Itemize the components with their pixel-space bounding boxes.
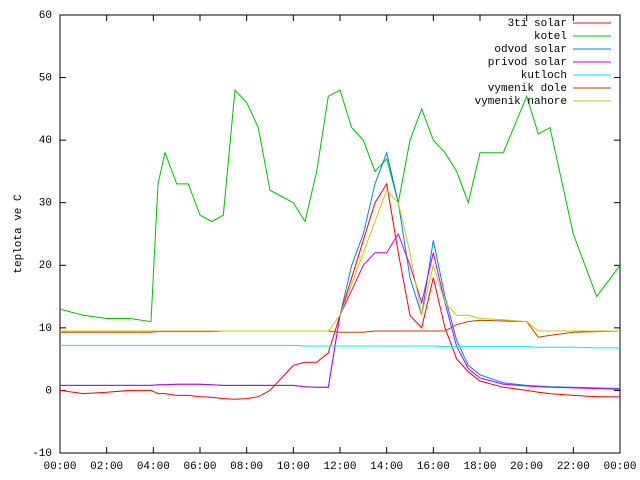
x-tick-label: 10:00 xyxy=(277,461,310,473)
y-tick-label: 50 xyxy=(39,72,52,84)
x-tick-label: 08:00 xyxy=(230,461,263,473)
x-tick-label: 12:00 xyxy=(323,461,356,473)
y-axis-label: teplota ve C xyxy=(13,194,25,274)
legend-label: kutloch xyxy=(521,70,567,82)
series-line xyxy=(59,88,621,323)
x-tick-label: 20:00 xyxy=(510,461,543,473)
series-line xyxy=(60,232,621,390)
legend-label: 3ti solar xyxy=(508,18,567,30)
y-tick-label: 60 xyxy=(39,10,52,22)
x-tick-label: 00:00 xyxy=(43,461,76,473)
legend-label: vymenik dole xyxy=(488,83,567,95)
series-line xyxy=(60,150,621,390)
legend-label: vymenik nahore xyxy=(475,96,567,108)
x-tick-label: 22:00 xyxy=(557,461,590,473)
x-tick-label: 14:00 xyxy=(370,461,403,473)
x-tick-label: 18:00 xyxy=(463,461,496,473)
series-line xyxy=(59,182,620,400)
y-tick-label: 0 xyxy=(45,385,52,397)
x-tick-label: 04:00 xyxy=(137,461,170,473)
legend-label: odvod solar xyxy=(494,44,567,56)
y-tick-label: -10 xyxy=(32,448,52,460)
y-tick-label: 30 xyxy=(39,198,52,210)
y-tick-label: 20 xyxy=(39,260,52,272)
series-line xyxy=(60,189,620,332)
y-tick-label: 40 xyxy=(39,135,52,147)
x-tick-label: 16:00 xyxy=(417,461,450,473)
x-tick-label: 02:00 xyxy=(90,461,123,473)
x-tick-label: 00:00 xyxy=(603,461,636,473)
legend-label: kotel xyxy=(534,31,567,43)
y-tick-label: 10 xyxy=(39,323,52,335)
x-tick-label: 06:00 xyxy=(183,461,216,473)
legend-label: privod solar xyxy=(488,57,567,69)
series-line xyxy=(60,344,620,349)
